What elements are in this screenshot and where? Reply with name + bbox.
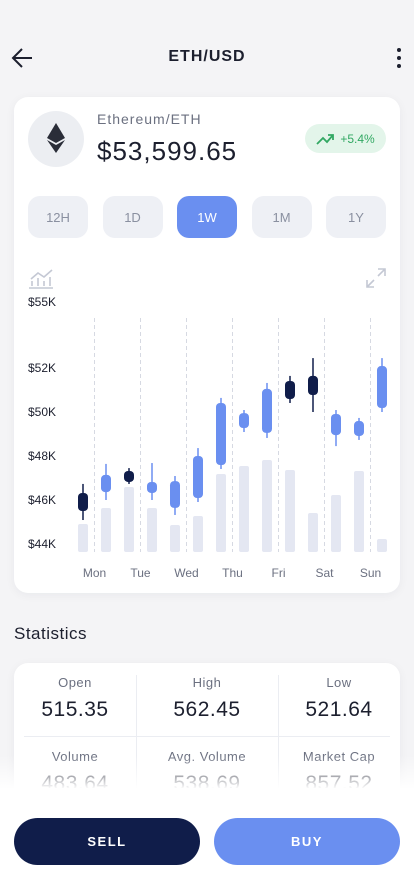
change-value: +5.4%	[340, 131, 375, 146]
y-tick-label: $50K	[28, 405, 56, 419]
eth-icon	[28, 111, 84, 167]
y-tick-label: $44K	[28, 537, 56, 551]
y-tick-label: $52K	[28, 361, 56, 375]
sell-button[interactable]: SELL	[14, 818, 200, 865]
menu-icon[interactable]	[394, 46, 404, 70]
candle-body	[262, 388, 272, 433]
stat-label: Open	[58, 675, 92, 690]
x-tick-label: Tue	[130, 566, 151, 580]
x-tick-label: Sun	[360, 566, 381, 580]
volume-bar	[170, 525, 180, 552]
volume-bar	[262, 460, 272, 552]
x-tick-label: Sat	[315, 566, 334, 580]
volume-bar	[239, 466, 249, 552]
volume-bar	[331, 495, 341, 552]
candle-body	[308, 375, 318, 396]
candle-body	[285, 380, 295, 400]
candle-body	[101, 474, 111, 493]
asset-price: $53,599.65	[97, 136, 238, 166]
range-tab[interactable]: 1W	[177, 196, 237, 238]
title: ETH/USD	[168, 48, 246, 65]
stat-value: 521.64	[305, 698, 373, 721]
x-tick-label: Wed	[174, 566, 198, 580]
y-tick-label: $46K	[28, 493, 56, 507]
fade	[0, 755, 414, 789]
x-tick-label: Mon	[83, 566, 106, 580]
chart-type-icon[interactable]	[28, 266, 54, 290]
back-icon[interactable]	[10, 46, 36, 70]
volume-bar	[101, 508, 111, 552]
candle-body	[147, 481, 157, 493]
range-tab[interactable]: 1M	[251, 196, 312, 238]
expand-icon[interactable]	[364, 266, 388, 290]
statistics-title: Statistics	[14, 624, 88, 643]
action-bar: SELL BUY	[0, 788, 414, 896]
stat-item: Low 521.64	[278, 675, 400, 722]
candle-body	[377, 366, 387, 409]
volume-bar	[193, 516, 203, 552]
volume-bar	[124, 487, 134, 552]
candle-body	[124, 470, 134, 482]
candle-body	[78, 492, 88, 511]
volume-bar	[308, 513, 318, 552]
candle-body	[170, 481, 180, 508]
candle-body	[239, 413, 249, 429]
stat-item: Open 515.35	[14, 675, 136, 722]
candle-body	[216, 402, 226, 466]
candle-body	[193, 456, 203, 499]
volume-bar	[354, 471, 364, 552]
x-tick-label: Fri	[272, 566, 286, 580]
y-tick-label: $55K	[28, 295, 56, 309]
stat-label: Low	[326, 675, 352, 690]
change-badge: +5.4%	[305, 124, 386, 153]
candlestick-chart: $44K $46K $48K $50K $52K $55K Mon Tue Wed Thu Fri S…	[28, 295, 387, 580]
candle-body	[331, 413, 341, 436]
volume-bar	[285, 470, 295, 552]
volume-bar	[216, 474, 226, 552]
range-tab[interactable]: 1D	[102, 196, 163, 238]
volume-bar	[78, 524, 88, 552]
x-tick-label: Thu	[222, 566, 243, 580]
volume-bar	[147, 508, 157, 552]
stat-value: 562.45	[173, 698, 241, 721]
asset-name: Ethereum/ETH	[97, 111, 202, 127]
y-tick-label: $48K	[28, 449, 56, 463]
range-tab[interactable]: 1Y	[326, 196, 386, 238]
candle-body	[354, 421, 364, 436]
volume-bar	[377, 539, 387, 552]
stat-value: 515.35	[41, 698, 109, 721]
stat-label: High	[192, 675, 222, 690]
range-tab[interactable]: 12H	[28, 196, 88, 238]
stat-item: High 562.45	[146, 675, 268, 722]
buy-button[interactable]: BUY	[214, 818, 400, 865]
